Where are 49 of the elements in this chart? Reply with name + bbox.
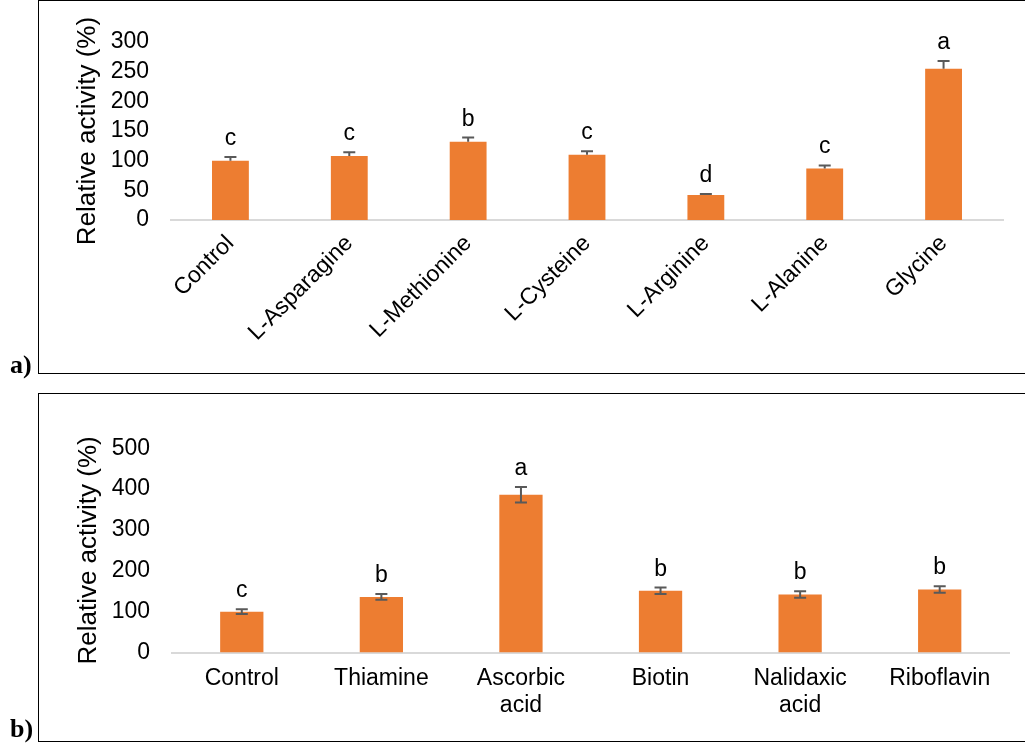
bar bbox=[806, 168, 844, 220]
x-tick-label: Control bbox=[204, 663, 279, 690]
annotation: d bbox=[699, 160, 713, 187]
text: b) bbox=[10, 714, 34, 743]
y-tick-label: 0 bbox=[137, 637, 150, 664]
y-axis-title: Relative activity (%) bbox=[70, 16, 101, 246]
y-tick-label: 200 bbox=[111, 556, 150, 583]
annotation: a bbox=[937, 27, 951, 54]
x-tick-label: Nalidaxic acid bbox=[753, 663, 847, 718]
bar bbox=[778, 594, 822, 653]
x-tick-label: Biotin bbox=[631, 663, 690, 690]
y-tick-label: 400 bbox=[111, 474, 150, 501]
x-tick-label: Ascorbic acid bbox=[476, 663, 566, 718]
y-tick-label: 100 bbox=[111, 597, 150, 623]
annotation: c bbox=[236, 576, 248, 603]
bar bbox=[499, 494, 543, 653]
annotation: a bbox=[514, 454, 528, 481]
x-tick-label: Thiamine bbox=[334, 663, 429, 690]
y-tick-label: 50 bbox=[123, 175, 149, 202]
annotation: c bbox=[818, 132, 831, 159]
annotation: c bbox=[343, 119, 356, 146]
y-axis-title: Relative activity (%) bbox=[71, 436, 102, 665]
annotation: b bbox=[374, 561, 388, 588]
y-tick-label: 0 bbox=[136, 205, 149, 232]
bar bbox=[687, 195, 725, 220]
bar bbox=[925, 68, 962, 220]
y-tick-label: 300 bbox=[110, 27, 149, 54]
bar bbox=[449, 141, 487, 220]
y-tick-label: 300 bbox=[111, 515, 150, 542]
text: a) bbox=[10, 350, 32, 379]
bar bbox=[359, 596, 404, 653]
bar bbox=[330, 155, 368, 220]
bar bbox=[918, 589, 962, 653]
annotation: b bbox=[933, 553, 947, 580]
annotation: b bbox=[793, 558, 807, 585]
y-tick-label: 500 bbox=[111, 433, 150, 460]
bar bbox=[638, 590, 683, 653]
y-tick-label: 100 bbox=[110, 146, 149, 173]
annotation: b bbox=[461, 104, 475, 131]
annotation: c bbox=[224, 124, 237, 151]
annotation: b bbox=[654, 554, 667, 581]
x-tick-label: Riboflavin bbox=[889, 663, 991, 690]
annotation: c bbox=[581, 118, 593, 145]
y-tick-label: 200 bbox=[110, 86, 149, 113]
bar bbox=[568, 154, 606, 220]
y-tick-label: 150 bbox=[110, 116, 149, 143]
bar bbox=[212, 160, 249, 220]
bar bbox=[220, 611, 264, 653]
y-tick-label: 250 bbox=[110, 57, 149, 84]
